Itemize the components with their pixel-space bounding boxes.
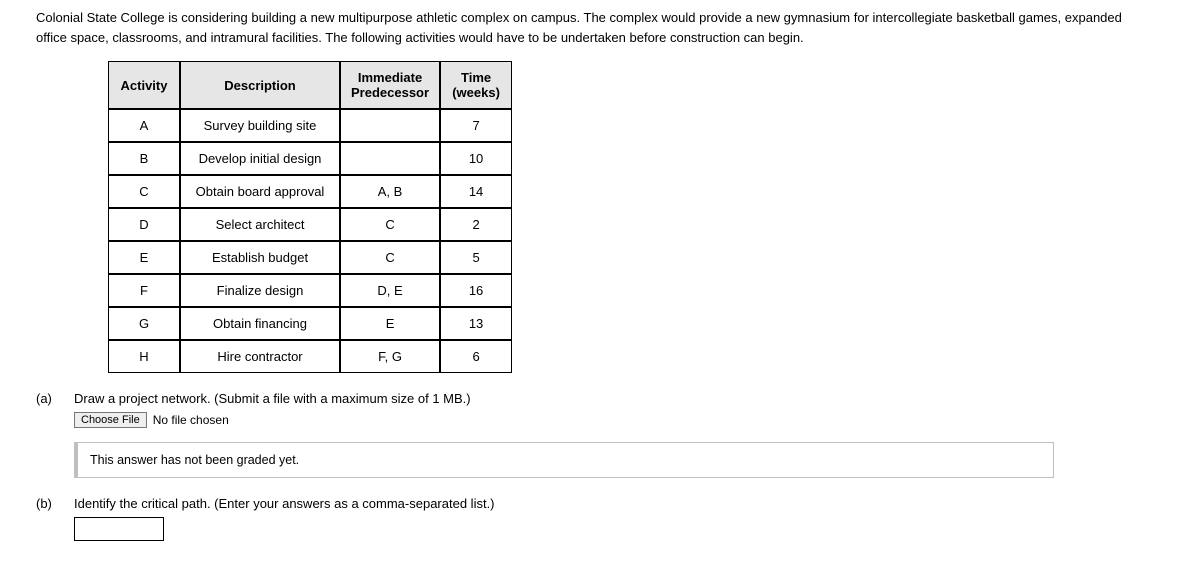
choose-file-button[interactable]: Choose File — [74, 412, 147, 428]
header-time-l2: (weeks) — [452, 85, 500, 100]
part-b-label: (b) — [36, 496, 64, 511]
table-row: F Finalize design D, E 16 — [108, 274, 512, 307]
header-predecessor-l1: Immediate — [358, 70, 422, 85]
cell-activity: D — [108, 208, 180, 241]
cell-predecessor: C — [340, 208, 440, 241]
intro-text: Colonial State College is considering bu… — [36, 8, 1176, 47]
grading-status-text: This answer has not been graded yet. — [90, 453, 299, 467]
cell-time: 5 — [440, 241, 512, 274]
table-header-row: Activity Description Immediate Predecess… — [108, 61, 512, 109]
cell-predecessor: F, G — [340, 340, 440, 373]
part-a: (a) Draw a project network. (Submit a fi… — [36, 391, 1176, 478]
critical-path-input[interactable] — [74, 517, 164, 541]
header-activity: Activity — [108, 61, 180, 109]
cell-time: 14 — [440, 175, 512, 208]
cell-activity: E — [108, 241, 180, 274]
part-a-prompt: Draw a project network. (Submit a file w… — [74, 391, 471, 406]
cell-predecessor — [340, 142, 440, 175]
cell-activity: A — [108, 109, 180, 142]
intro-line-1: Colonial State College is considering bu… — [36, 8, 1176, 28]
cell-description: Develop initial design — [180, 142, 340, 175]
cell-activity: C — [108, 175, 180, 208]
table-row: D Select architect C 2 — [108, 208, 512, 241]
cell-time: 13 — [440, 307, 512, 340]
cell-time: 7 — [440, 109, 512, 142]
cell-predecessor: D, E — [340, 274, 440, 307]
cell-activity: B — [108, 142, 180, 175]
header-time: Time (weeks) — [440, 61, 512, 109]
cell-activity: F — [108, 274, 180, 307]
no-file-chosen-text: No file chosen — [153, 413, 229, 427]
table-row: B Develop initial design 10 — [108, 142, 512, 175]
cell-time: 10 — [440, 142, 512, 175]
cell-description: Establish budget — [180, 241, 340, 274]
table-row: E Establish budget C 5 — [108, 241, 512, 274]
intro-line-2: office space, classrooms, and intramural… — [36, 28, 1176, 48]
cell-predecessor — [340, 109, 440, 142]
cell-description: Obtain financing — [180, 307, 340, 340]
cell-description: Obtain board approval — [180, 175, 340, 208]
cell-time: 16 — [440, 274, 512, 307]
cell-description: Survey building site — [180, 109, 340, 142]
header-predecessor-l2: Predecessor — [351, 85, 429, 100]
header-description: Description — [180, 61, 340, 109]
activities-table: Activity Description Immediate Predecess… — [108, 61, 512, 373]
cell-description: Select architect — [180, 208, 340, 241]
part-a-label: (a) — [36, 391, 64, 406]
part-b: (b) Identify the critical path. (Enter y… — [36, 496, 1176, 541]
cell-predecessor: A, B — [340, 175, 440, 208]
cell-description: Hire contractor — [180, 340, 340, 373]
cell-time: 2 — [440, 208, 512, 241]
grading-status-box: This answer has not been graded yet. — [74, 442, 1054, 478]
table-body: A Survey building site 7 B Develop initi… — [108, 109, 512, 373]
cell-predecessor: E — [340, 307, 440, 340]
cell-description: Finalize design — [180, 274, 340, 307]
table-row: H Hire contractor F, G 6 — [108, 340, 512, 373]
table-row: C Obtain board approval A, B 14 — [108, 175, 512, 208]
part-b-prompt: Identify the critical path. (Enter your … — [74, 496, 495, 511]
header-time-l1: Time — [461, 70, 491, 85]
table-row: A Survey building site 7 — [108, 109, 512, 142]
cell-time: 6 — [440, 340, 512, 373]
header-predecessor: Immediate Predecessor — [340, 61, 440, 109]
table-row: G Obtain financing E 13 — [108, 307, 512, 340]
cell-predecessor: C — [340, 241, 440, 274]
cell-activity: H — [108, 340, 180, 373]
cell-activity: G — [108, 307, 180, 340]
